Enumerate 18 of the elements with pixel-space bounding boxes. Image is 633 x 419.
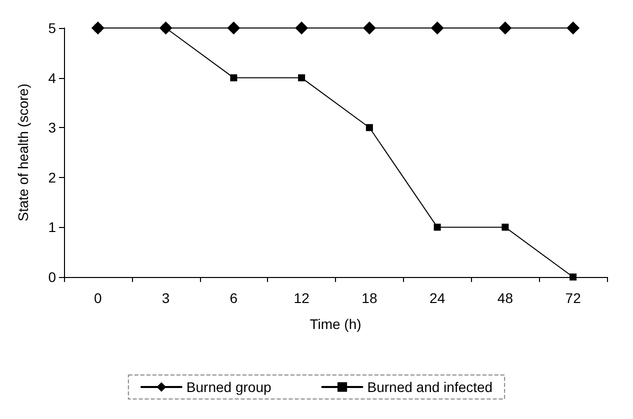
y-axis-title: State of health (score): [15, 84, 31, 222]
x-tick-label: 72: [565, 290, 582, 306]
y-tick-label: 4: [48, 70, 56, 86]
y-tick-label: 5: [48, 20, 56, 36]
x-tick-label: 48: [497, 290, 514, 306]
y-tick-label: 1: [48, 219, 56, 236]
y-tick-label: 2: [48, 169, 56, 186]
x-tick-label: 3: [162, 290, 170, 306]
x-tick-label: 12: [294, 290, 310, 306]
x-tick-label: 6: [230, 290, 238, 306]
x-tick-label: 0: [94, 290, 102, 306]
y-tick-label: 0: [48, 269, 56, 285]
y-tick-label: 3: [48, 120, 56, 136]
legend-label: Burned and infected: [367, 379, 493, 395]
x-tick-label: 24: [430, 290, 446, 306]
legend-label: Burned group: [186, 379, 272, 395]
x-tick-label: 18: [362, 290, 378, 306]
x-axis-title: Time (h): [310, 316, 362, 332]
